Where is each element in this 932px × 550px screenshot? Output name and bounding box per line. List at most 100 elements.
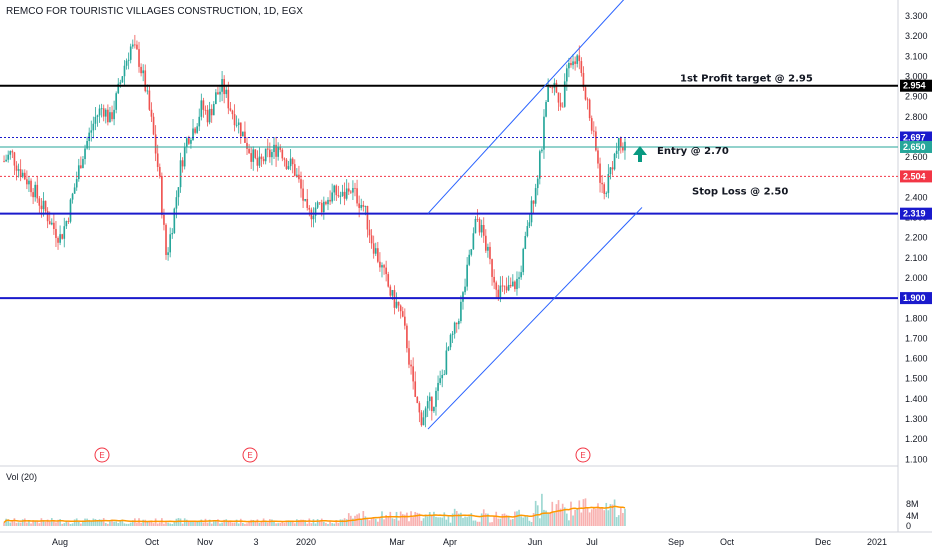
earnings-marker-label: E (580, 451, 585, 460)
volume-bar (455, 511, 458, 526)
level-tag-label: 2.697 (903, 133, 926, 143)
volume-bar (391, 518, 394, 526)
candle-body (256, 157, 259, 166)
candle-body (148, 90, 151, 110)
volume-bar (248, 521, 250, 526)
candle-body (603, 184, 606, 194)
candle-body (335, 185, 338, 196)
candle-body (487, 246, 489, 251)
volume-bar (140, 523, 142, 526)
volume-bar (503, 513, 506, 526)
volume-bar (86, 518, 88, 526)
candle-body (474, 218, 477, 234)
candle-body (356, 188, 358, 204)
candle-body (71, 193, 74, 200)
candle-body (144, 70, 147, 92)
volume-bar (9, 522, 12, 526)
candle-body (5, 159, 7, 162)
candle-body (156, 153, 159, 167)
candle-body (111, 112, 113, 120)
candle-body (443, 374, 446, 376)
volume-bar (563, 507, 566, 526)
x-tick-label: 3 (253, 537, 258, 547)
x-tick-label: Dec (815, 537, 832, 547)
volume-bar (117, 523, 120, 526)
volume-bar (464, 516, 466, 526)
candle-body (28, 180, 30, 185)
x-tick-label: Sep (668, 537, 684, 547)
volume-bar (250, 519, 252, 526)
volume-bar (337, 522, 340, 526)
x-tick-label: Apr (443, 537, 457, 547)
volume-bar (605, 502, 608, 526)
candle-body (127, 59, 130, 61)
volume-bar (381, 511, 383, 526)
volume-bar (183, 518, 186, 526)
volume-bar (38, 523, 41, 526)
volume-bar (611, 504, 614, 526)
level-tag-label: 2.954 (903, 81, 926, 91)
volume-bar (568, 520, 570, 526)
volume-bar (472, 520, 475, 526)
volume-bar (549, 513, 552, 526)
volume-bar (242, 522, 244, 526)
volume-bar (559, 508, 562, 526)
y-tick-label: 2.000 (905, 273, 928, 283)
volume-bar (374, 518, 377, 526)
y-tick-label: 3.200 (905, 31, 928, 41)
candle-body (179, 160, 182, 188)
volume-bar (538, 518, 541, 526)
candle-body (285, 159, 288, 170)
volume-bar (225, 519, 228, 526)
candle-body (468, 254, 471, 265)
volume-bar (109, 521, 111, 526)
volume-tick-label: 4M (906, 511, 919, 521)
volume-bar (522, 517, 525, 526)
candle-body (559, 102, 562, 107)
candle-body (455, 322, 458, 325)
volume-bar (316, 519, 319, 526)
candle-body (377, 248, 379, 262)
candle-body (406, 325, 408, 349)
candle-body (302, 188, 304, 201)
candle-body (439, 378, 441, 383)
candle-body (347, 188, 350, 192)
candle-body (138, 49, 140, 67)
volume-bar (505, 514, 508, 526)
volume-bar (134, 518, 136, 526)
level-tag (900, 170, 932, 183)
candle-body (121, 76, 124, 83)
volume-bar (576, 508, 579, 526)
candle-body (109, 112, 111, 123)
volume-bar (395, 511, 398, 526)
candle-body (17, 169, 20, 171)
candle-body (509, 284, 512, 287)
volume-bar (310, 523, 313, 526)
candle-body (131, 44, 134, 47)
volume-bar (314, 523, 317, 526)
earnings-marker-label: E (99, 451, 104, 460)
volume-bar (541, 493, 543, 526)
volume-bar (121, 519, 124, 526)
candle-body (416, 396, 419, 404)
candle-body (125, 60, 128, 66)
candle-body (9, 151, 12, 155)
volume-bar (254, 522, 257, 526)
volume-bar (271, 519, 273, 526)
volume-bar (210, 523, 213, 526)
volume-bar (484, 513, 487, 526)
volume-bar (499, 518, 502, 526)
candle-body (212, 103, 215, 116)
candle-body (146, 90, 149, 92)
level-tag (900, 207, 932, 220)
volume-bar (607, 510, 610, 526)
volume-bar (582, 499, 585, 526)
volume-bar (586, 508, 589, 526)
volume-bar (422, 518, 425, 526)
volume-bar (574, 509, 576, 526)
volume-bar (553, 512, 556, 526)
candle-body (588, 99, 591, 119)
candle-body (314, 207, 317, 216)
volume-bar (588, 512, 591, 526)
